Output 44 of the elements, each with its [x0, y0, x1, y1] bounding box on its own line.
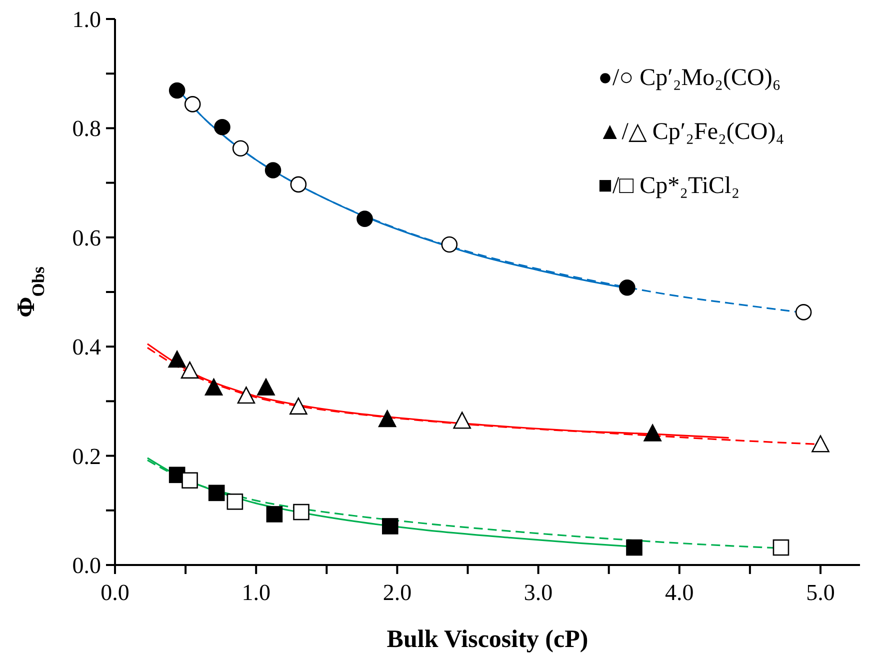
- point: [208, 484, 225, 502]
- point: [168, 350, 186, 368]
- y-tick-label: 0.6: [72, 225, 101, 250]
- x-tick-label: 0.0: [100, 580, 130, 605]
- point: [290, 176, 307, 193]
- point: [266, 506, 283, 522]
- point: [184, 96, 201, 112]
- x-axis-title: Bulk Viscosity (cP): [386, 626, 588, 653]
- point: [180, 362, 199, 379]
- y-tick-label: 0.4: [72, 334, 102, 360]
- point: [232, 140, 249, 157]
- point: [182, 472, 198, 489]
- point: [226, 494, 244, 510]
- point: [293, 504, 310, 520]
- point: [453, 412, 471, 429]
- point: [168, 82, 186, 99]
- point: [619, 279, 636, 296]
- point: [378, 410, 396, 428]
- point: [812, 435, 830, 452]
- point: [214, 118, 230, 136]
- point: [204, 378, 223, 396]
- annotation: ●/○ Cp′₂Mo₂(CO)₆: [598, 65, 781, 91]
- y-tick-label: 0.2: [72, 444, 101, 469]
- x-tick-label: 4.0: [665, 580, 694, 605]
- point: [441, 236, 458, 253]
- point: [257, 378, 275, 396]
- x-tick-label: 5.0: [806, 580, 835, 605]
- annotation: ▲/△ Cp′₂Fe₂(CO)₄: [598, 119, 784, 145]
- point: [237, 386, 256, 404]
- y-tick-label: 1.0: [72, 7, 101, 32]
- y-tick-label: 0.8: [72, 116, 101, 142]
- point: [795, 304, 812, 320]
- point: [356, 210, 373, 227]
- x-tick-label: 1.0: [242, 580, 270, 605]
- point: [290, 398, 308, 415]
- point: [264, 162, 282, 178]
- point: [382, 518, 398, 534]
- point: [772, 539, 790, 556]
- x-tick-label: 2.0: [382, 580, 412, 605]
- point: [644, 424, 662, 442]
- y-tick-label: 0.0: [72, 553, 101, 578]
- annotation: ■/□ Cp*₂TiCl₂: [598, 173, 740, 199]
- point: [626, 539, 642, 556]
- x-tick-label: 3.0: [524, 580, 553, 605]
